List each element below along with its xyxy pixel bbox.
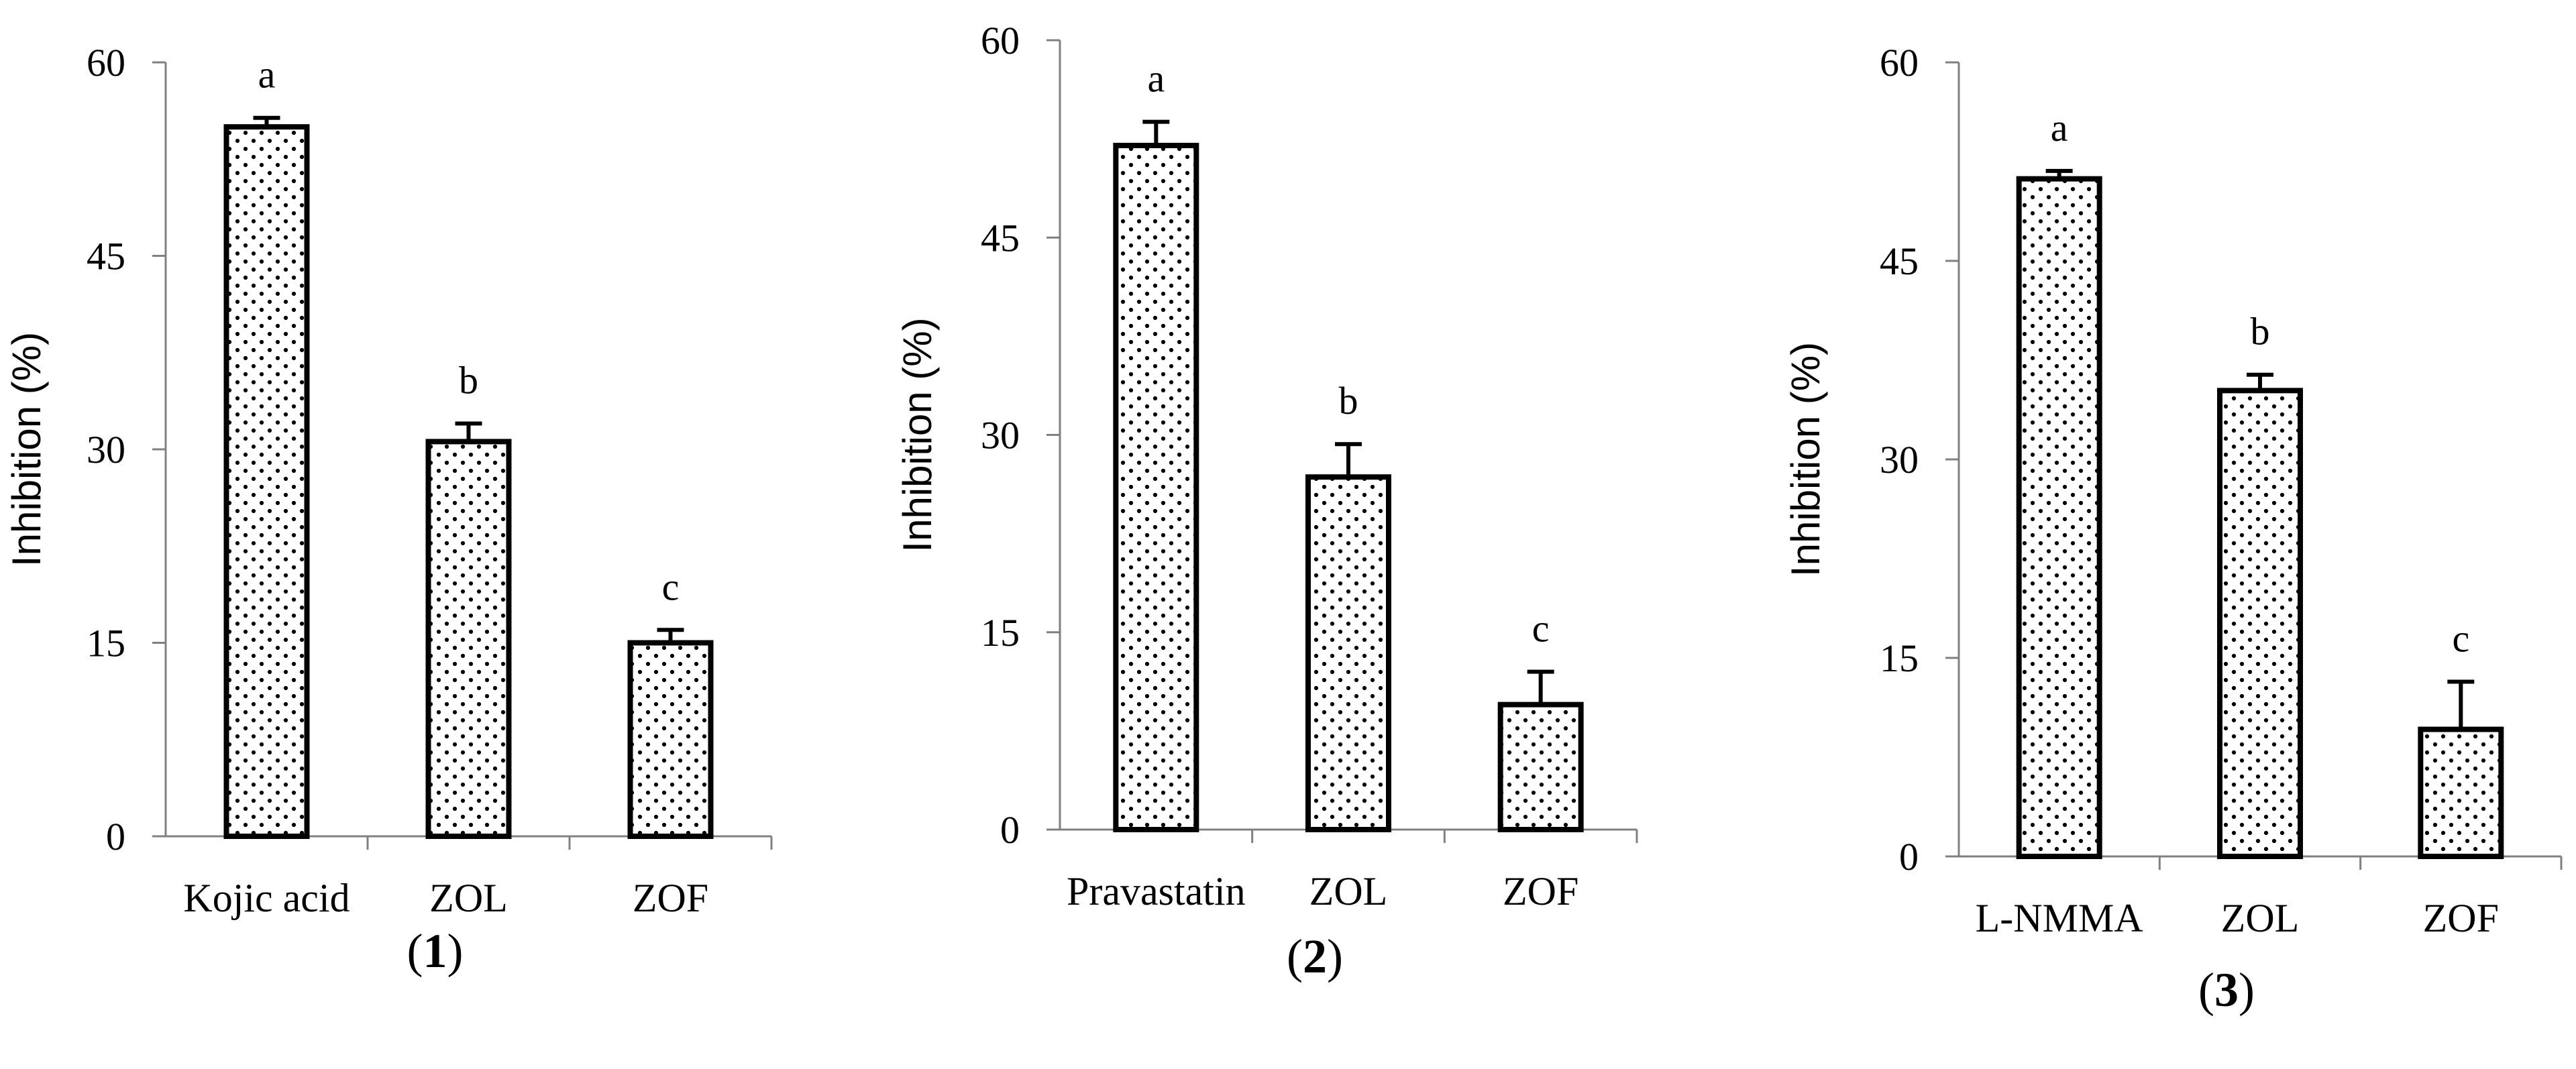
bar-zol: [1305, 474, 1391, 832]
x-category-label: ZOF: [1503, 869, 1578, 913]
y-tick-label: 30: [1880, 438, 1919, 482]
significance-letter: b: [2251, 310, 2270, 353]
y-tick-label: 15: [1880, 636, 1919, 680]
x-category-label: ZOF: [633, 876, 708, 920]
x-category-label: L-NMMA: [1976, 896, 2143, 940]
panel-label-number: 2: [1303, 930, 1327, 983]
chart-panel-3: 0 15 30 45 60 Inhibition (%) a L-NMMA b ZOL c ZOF (3…: [1783, 41, 2563, 1017]
chart-panel-2: 0 15 30 45 60 Inhibition (%) a Pravastatin b ZOL c…: [895, 19, 1638, 983]
bar-l-nmma: [2016, 176, 2102, 859]
y-tick-label: 60: [981, 19, 1020, 62]
y-tick-label: 0: [106, 815, 125, 858]
significance-letter: b: [1339, 379, 1358, 423]
bar-kojic-acid: [223, 124, 310, 840]
y-tick-label: 45: [1880, 239, 1919, 283]
y-tick-label: 15: [87, 622, 125, 665]
bar-zof: [1497, 701, 1584, 833]
y-tick-label: 60: [87, 41, 125, 85]
y-tick-label: 30: [981, 414, 1020, 457]
y-tick-label: 0: [1000, 808, 1020, 852]
chart-panel-1: 0 15 30 45 60 Inhibition (%) a Kojic acid b ZOL c Z…: [4, 41, 773, 978]
bar-pravastatin: [1113, 142, 1199, 832]
x-category-label: ZOL: [429, 876, 508, 920]
significance-letter: b: [459, 359, 478, 402]
y-tick-label: 30: [87, 428, 125, 471]
significance-letter: a: [2051, 106, 2068, 150]
bar-zof: [2418, 726, 2504, 860]
significance-letter: c: [2452, 617, 2469, 661]
y-axis-label: Inhibition (%): [1783, 342, 1828, 577]
y-tick-label: 0: [1899, 835, 1919, 879]
panel-label: (1): [407, 924, 464, 978]
y-tick-label: 60: [1880, 41, 1919, 85]
significance-letter: a: [1147, 57, 1165, 101]
bar-zof: [627, 640, 714, 839]
x-category-label: ZOL: [1309, 869, 1388, 913]
x-category-label: Pravastatin: [1067, 869, 1246, 913]
significance-letter: c: [662, 565, 680, 608]
x-category-label: Kojic acid: [183, 876, 350, 920]
bar-zol: [425, 439, 512, 839]
y-tick-label: 15: [981, 611, 1020, 655]
x-category-label: ZOF: [2423, 896, 2499, 940]
y-tick-label: 45: [87, 235, 125, 278]
panel-label-number: 1: [423, 924, 447, 978]
panel-label-number: 3: [2214, 963, 2239, 1017]
panel-label: (2): [1287, 930, 1343, 983]
panel-label: (3): [2198, 963, 2255, 1017]
significance-letter: a: [258, 53, 276, 97]
bar-zol: [2217, 388, 2303, 859]
y-axis-label: Inhibition (%): [895, 317, 940, 552]
significance-letter: c: [1532, 607, 1550, 651]
y-tick-label: 45: [981, 216, 1020, 260]
y-axis-label: Inhibition (%): [4, 332, 49, 567]
x-category-label: ZOL: [2221, 896, 2300, 940]
